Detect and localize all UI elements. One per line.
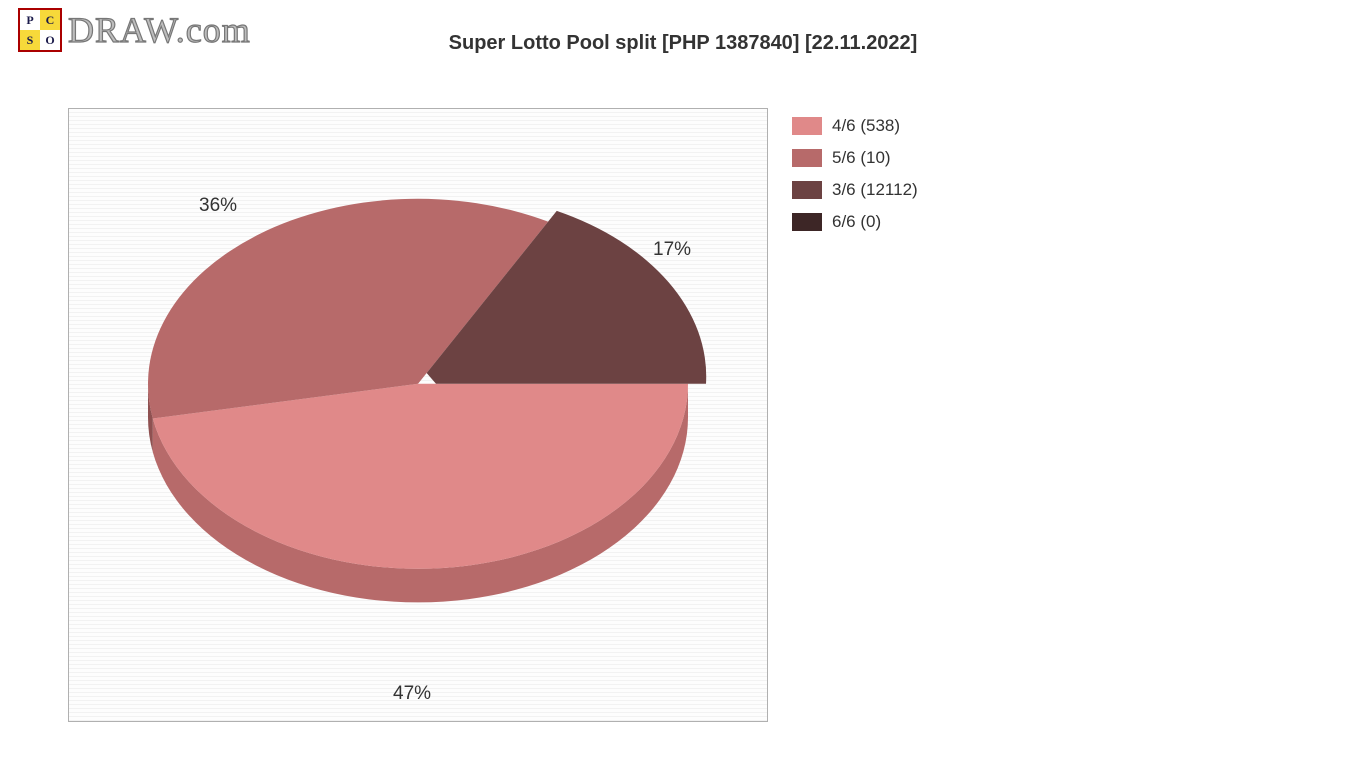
site-logo: P C S O DRAW.com bbox=[18, 8, 251, 52]
slice-label-36: 36% bbox=[199, 195, 237, 217]
header: P C S O DRAW.com Super Lotto Pool split … bbox=[18, 8, 1348, 68]
chart-title: Super Lotto Pool split [PHP 1387840] [22… bbox=[449, 32, 918, 55]
legend-label: 3/6 (12112) bbox=[832, 180, 918, 200]
legend-item: 3/6 (12112) bbox=[792, 180, 918, 200]
legend-item: 6/6 (0) bbox=[792, 212, 918, 232]
brand-text: DRAW.com bbox=[68, 9, 251, 51]
legend-label: 5/6 (10) bbox=[832, 148, 891, 168]
slice-label-47: 47% bbox=[393, 683, 431, 705]
page-root: P C S O DRAW.com Super Lotto Pool split … bbox=[0, 0, 1366, 768]
legend-swatch bbox=[792, 213, 822, 231]
logo-letter: S bbox=[20, 30, 40, 50]
logo-badge: P C S O bbox=[18, 8, 62, 52]
logo-letter: P bbox=[20, 10, 40, 30]
legend-swatch bbox=[792, 181, 822, 199]
chart-plot-area: 47% 36% 17% bbox=[68, 108, 768, 722]
legend-label: 6/6 (0) bbox=[832, 212, 881, 232]
legend-swatch bbox=[792, 149, 822, 167]
legend-item: 5/6 (10) bbox=[792, 148, 918, 168]
slice-label-17: 17% bbox=[653, 239, 691, 261]
logo-letter: O bbox=[40, 30, 60, 50]
legend-swatch bbox=[792, 117, 822, 135]
legend-label: 4/6 (538) bbox=[832, 116, 900, 136]
logo-letter: C bbox=[40, 10, 60, 30]
legend: 4/6 (538) 5/6 (10) 3/6 (12112) 6/6 (0) bbox=[792, 116, 918, 244]
legend-item: 4/6 (538) bbox=[792, 116, 918, 136]
